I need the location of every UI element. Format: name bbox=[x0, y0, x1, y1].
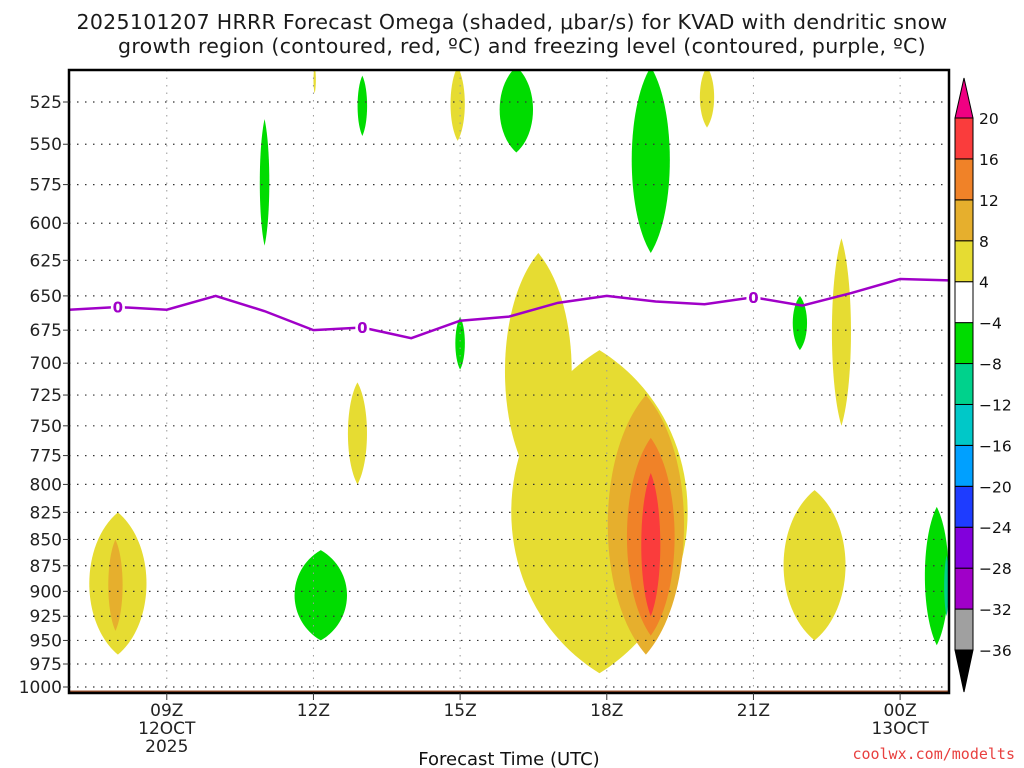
omega-region bbox=[924, 506, 949, 646]
omega-region bbox=[944, 555, 949, 617]
y-tick-label: 525 bbox=[30, 93, 62, 113]
colorbar-label: 20 bbox=[979, 110, 999, 128]
colorbar-segment bbox=[954, 485, 974, 528]
y-tick-label: 575 bbox=[30, 176, 62, 196]
x-tick-label: 18Z bbox=[590, 701, 623, 721]
y-tick-label: 850 bbox=[30, 530, 62, 550]
omega-region bbox=[641, 472, 661, 617]
y-axis: 525 550 575 600 625 650 675 700 725 750 775 800 825 8… bbox=[19, 93, 69, 698]
y-tick-label: 725 bbox=[30, 386, 62, 406]
chart-title-line-2: growth region (contoured, red, ºC) and f… bbox=[118, 34, 926, 58]
y-tick-label: 875 bbox=[30, 557, 62, 577]
freezing-level-line bbox=[69, 277, 949, 340]
x-tick-label: 09Z bbox=[150, 701, 183, 721]
colorbar-label: 12 bbox=[979, 192, 999, 210]
colorbar-label: −28 bbox=[979, 560, 1012, 578]
colorbar-label: −4 bbox=[979, 315, 1002, 333]
y-tick-label: 600 bbox=[30, 214, 62, 234]
y-tick-label: 1000 bbox=[19, 678, 62, 698]
colorbar-label: −8 bbox=[979, 356, 1002, 374]
y-tick-label: 675 bbox=[30, 321, 62, 341]
colorbar-label: −32 bbox=[979, 601, 1012, 619]
colorbar-label: −12 bbox=[979, 396, 1012, 414]
colorbar-segment bbox=[954, 608, 974, 651]
omega-region bbox=[259, 119, 270, 246]
colorbar-label: 16 bbox=[979, 151, 999, 169]
x-tick-label: 12Z bbox=[297, 701, 330, 721]
omega-region bbox=[347, 382, 367, 485]
omega-region bbox=[792, 295, 808, 351]
colorbar: −36 −32 −28 −24 −20 −16 −12 −8 −4 4 8 12 16 20 bbox=[954, 77, 1012, 693]
contour-label-bg bbox=[355, 319, 370, 336]
y-tick-label: 825 bbox=[30, 503, 62, 523]
x-tick-label: 00Z bbox=[883, 701, 916, 721]
x-axis-label: Forecast Time (UTC) bbox=[418, 749, 599, 768]
chart-title-line-1: 2025101207 HRRR Forecast Omega (shaded, … bbox=[76, 10, 948, 34]
freezing-level-label: 0 bbox=[748, 289, 758, 307]
omega-shading bbox=[89, 70, 949, 674]
contour-label-bg bbox=[746, 289, 761, 306]
omega-region bbox=[108, 539, 123, 631]
colorbar-segment bbox=[954, 240, 974, 283]
colorbar-segment bbox=[954, 199, 974, 242]
colorbar-label: −36 bbox=[979, 642, 1012, 660]
y-tick-label: 900 bbox=[30, 582, 62, 602]
freezing-level-label: 0 bbox=[357, 319, 367, 337]
colorbar-label: 8 bbox=[979, 233, 989, 251]
colorbar-segment bbox=[954, 403, 974, 446]
omega-region bbox=[699, 70, 715, 128]
colorbar-segment bbox=[954, 281, 974, 324]
x-tick-label: 13OCT bbox=[871, 719, 929, 739]
colorbar-over-arrow bbox=[954, 77, 974, 119]
colorbar-label: 4 bbox=[979, 274, 989, 292]
colorbar-segment bbox=[954, 444, 974, 487]
colorbar-label: −24 bbox=[979, 519, 1012, 537]
colorbar-label: −20 bbox=[979, 478, 1012, 496]
omega-region bbox=[499, 70, 533, 153]
grid-lines bbox=[69, 70, 949, 693]
y-tick-label: 650 bbox=[30, 287, 62, 307]
colorbar-segment bbox=[954, 117, 974, 160]
x-tick-label: 21Z bbox=[737, 701, 770, 721]
colorbar-segment bbox=[954, 158, 974, 201]
colorbar-segment bbox=[954, 322, 974, 365]
plot-frame bbox=[67, 68, 951, 695]
omega-region bbox=[357, 75, 368, 136]
colorbar-label: −16 bbox=[979, 437, 1012, 455]
x-tick-label: 12OCT bbox=[138, 719, 196, 739]
y-tick-label: 925 bbox=[30, 607, 62, 627]
colorbar-segment bbox=[954, 567, 974, 610]
x-tick-label: 15Z bbox=[443, 701, 476, 721]
y-tick-label: 550 bbox=[30, 135, 62, 155]
credit-link[interactable]: coolwx.com/modelts bbox=[852, 745, 1015, 763]
omega-region bbox=[450, 70, 465, 141]
colorbar-under-arrow bbox=[954, 649, 974, 693]
x-tick-label: 2025 bbox=[145, 737, 188, 757]
y-tick-label: 950 bbox=[30, 631, 62, 651]
y-tick-label: 700 bbox=[30, 354, 62, 374]
y-tick-label: 975 bbox=[30, 655, 62, 675]
freezing-level-label: 0 bbox=[113, 299, 123, 317]
omega-region bbox=[631, 70, 670, 253]
y-tick-label: 750 bbox=[30, 417, 62, 437]
omega-region bbox=[831, 238, 851, 426]
freezing-level-contour: 0 0 0 bbox=[69, 277, 949, 340]
omega-region bbox=[313, 70, 316, 94]
y-tick-label: 775 bbox=[30, 447, 62, 467]
colorbar-segment bbox=[954, 526, 974, 569]
omega-region bbox=[783, 490, 846, 641]
y-tick-label: 800 bbox=[30, 475, 62, 495]
omega-region bbox=[294, 550, 347, 641]
y-tick-label: 625 bbox=[30, 251, 62, 271]
contour-label-bg bbox=[110, 299, 125, 316]
colorbar-segment bbox=[954, 363, 974, 405]
